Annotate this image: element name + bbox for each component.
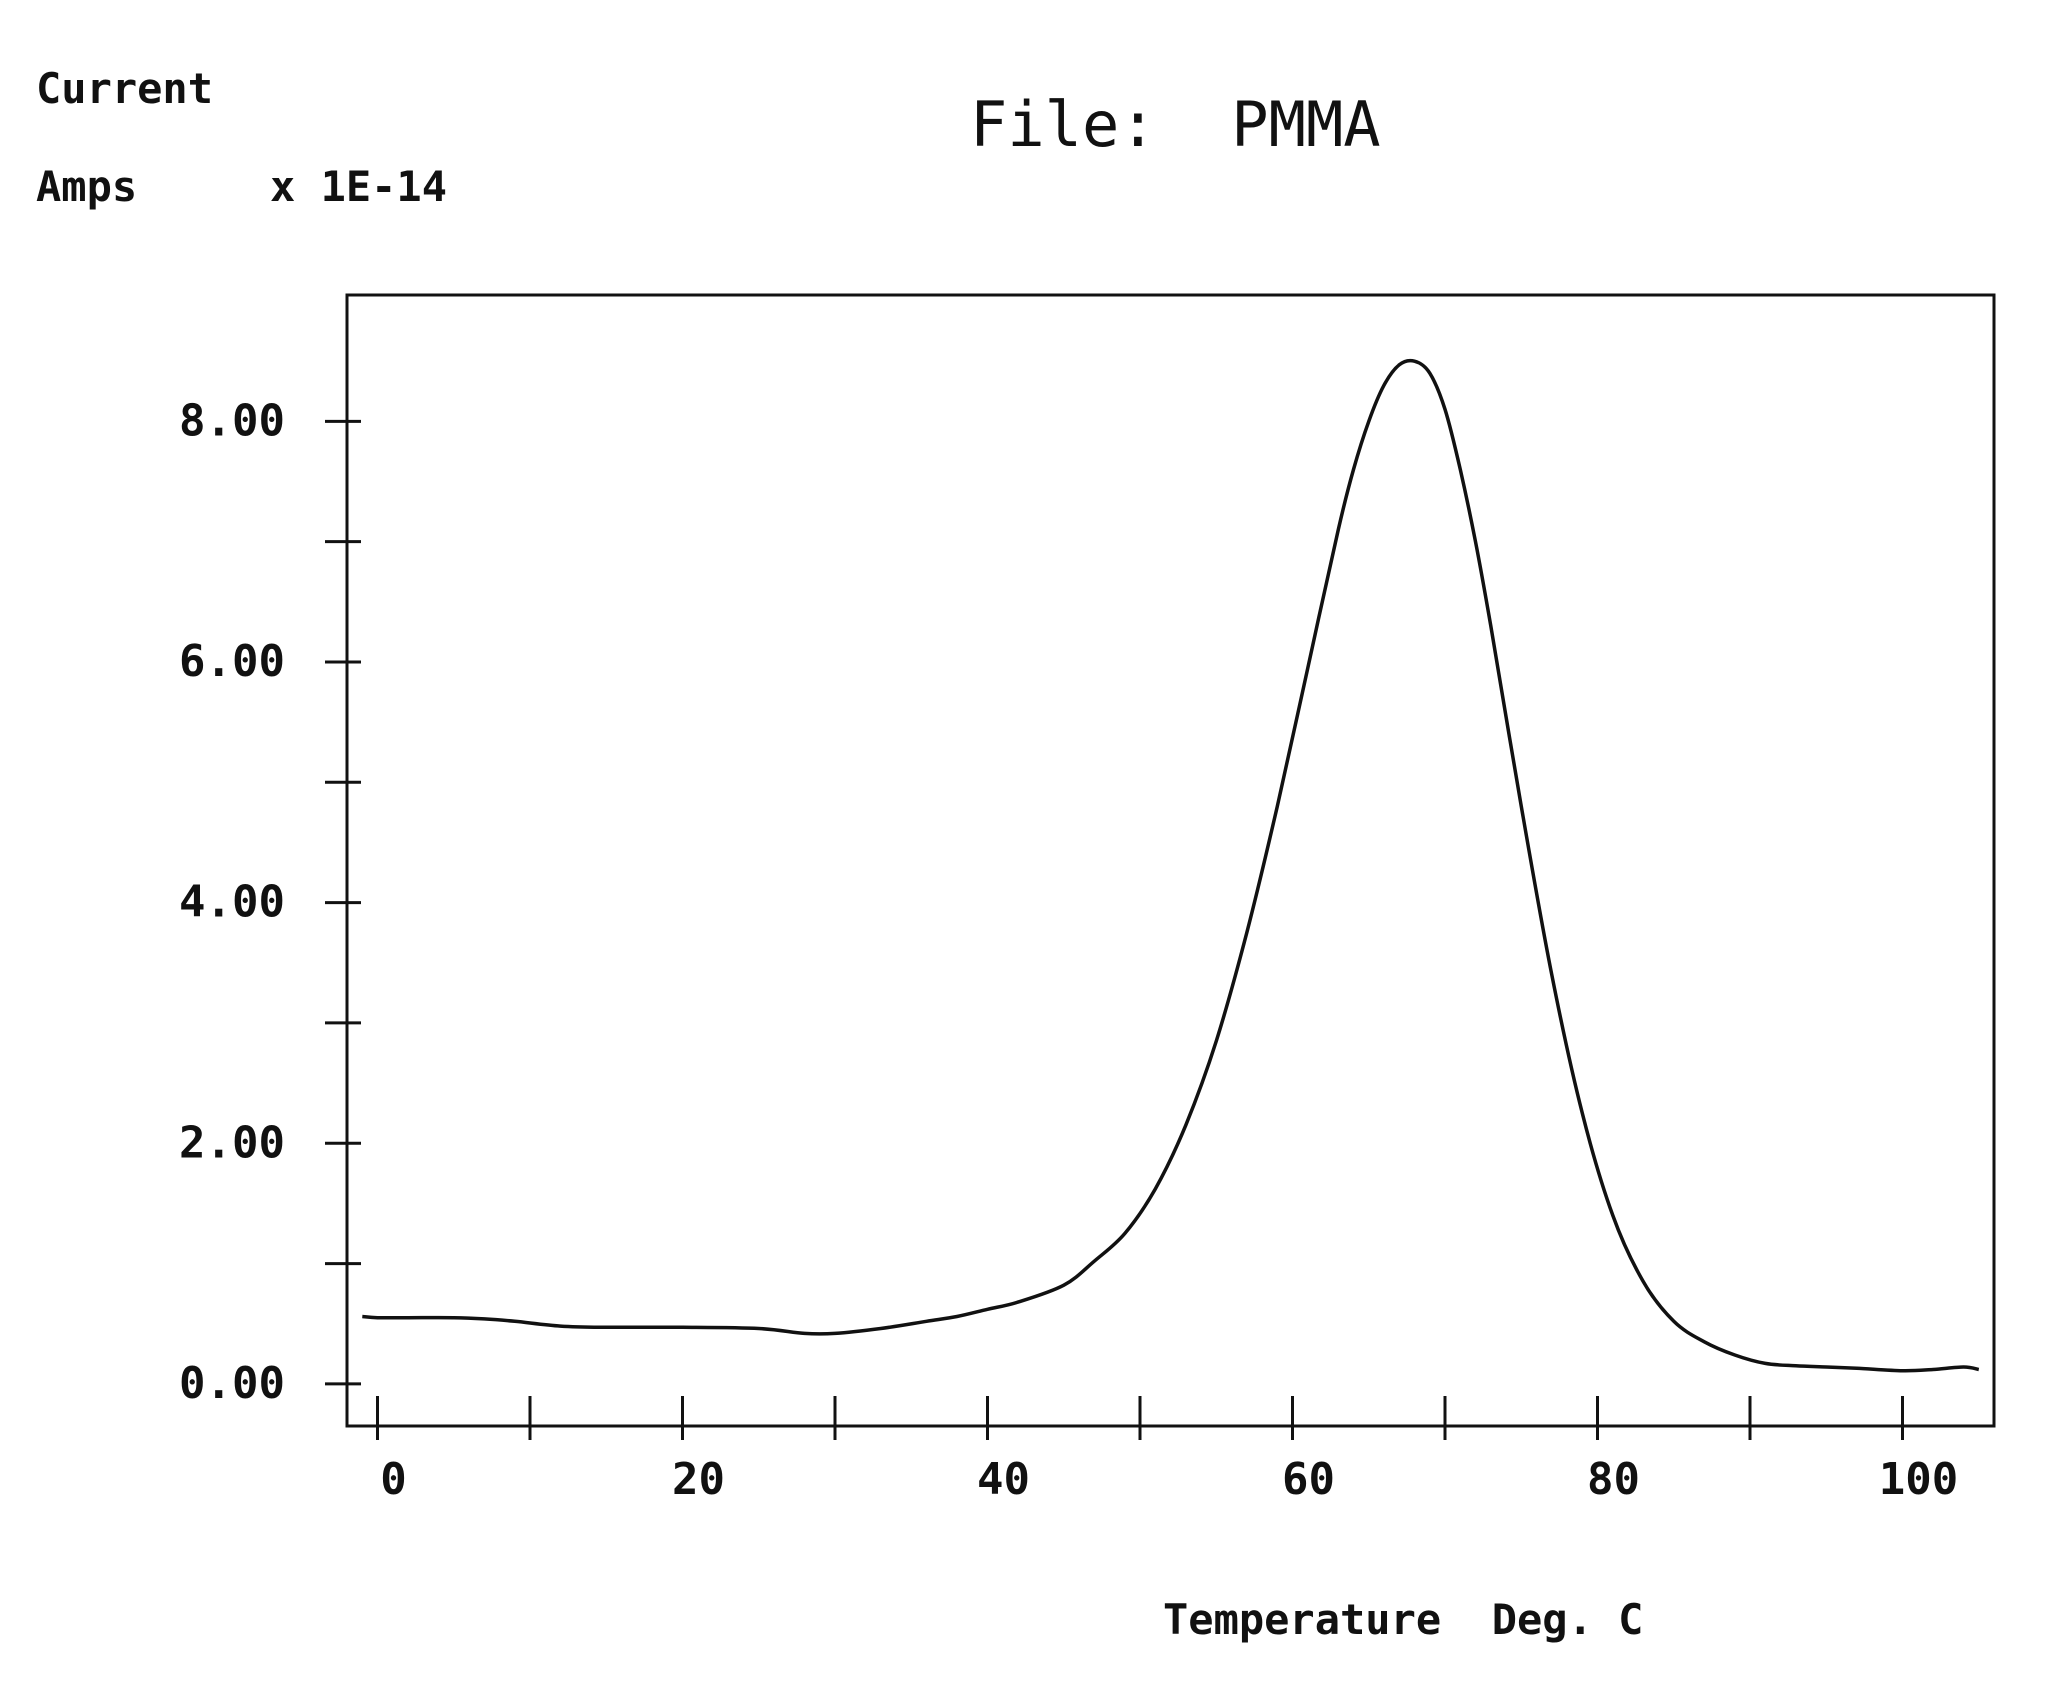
x-tick-label: 60 xyxy=(1282,1454,1335,1505)
y-tick-label: 2.00 xyxy=(179,1117,285,1168)
x-tick-label: 40 xyxy=(977,1454,1030,1505)
y-tick-label: 8.00 xyxy=(179,395,285,446)
chart-title: File: PMMA xyxy=(970,88,1381,161)
y-tick-label: 4.00 xyxy=(179,877,285,928)
plot-frame xyxy=(345,293,1996,1428)
y-axis-ticks xyxy=(325,419,361,1386)
y-axis-multiplier: x 1E-14 xyxy=(270,162,448,211)
x-tick-label: 100 xyxy=(1879,1454,1958,1505)
x-axis-ticks xyxy=(376,1396,1904,1440)
y-tick-label: 0.00 xyxy=(179,1358,285,1409)
x-tick-label: 0 xyxy=(380,1454,407,1505)
x-axis-label: Temperature Deg. C xyxy=(1163,1595,1644,1644)
x-tick-label: 80 xyxy=(1587,1454,1640,1505)
x-axis-tick-labels: 0 20 40 60 80 100 xyxy=(380,1454,1958,1505)
y-tick-label: 6.00 xyxy=(179,636,285,687)
x-tick-label: 20 xyxy=(672,1454,725,1505)
y-axis-tick-labels: 0.00 2.00 4.00 6.00 8.00 xyxy=(179,395,285,1409)
y-axis-label-amps: Amps xyxy=(36,162,138,211)
y-axis-label-current: Current xyxy=(36,64,214,113)
current-series-line xyxy=(362,358,1980,1373)
